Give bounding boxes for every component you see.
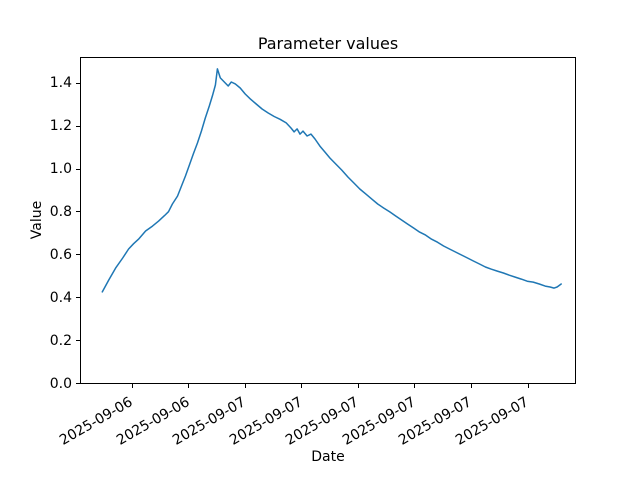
x-axis-label: Date <box>311 449 345 465</box>
chart-title: Parameter values <box>257 34 399 53</box>
y-tick-label: 0.2 <box>49 332 72 349</box>
y-tick <box>76 297 80 299</box>
x-tick <box>527 384 529 388</box>
x-tick <box>188 384 190 388</box>
y-tick-label: 1.4 <box>49 75 72 92</box>
x-tick <box>301 384 303 388</box>
y-tick <box>76 383 80 384</box>
y-tick <box>76 211 80 213</box>
x-tick <box>357 384 359 388</box>
y-tick-label: 0.4 <box>49 289 72 306</box>
plot-area <box>80 57 576 384</box>
y-tick <box>76 168 80 170</box>
y-tick <box>76 254 80 256</box>
x-tick <box>244 384 246 388</box>
y-tick-label: 1.0 <box>49 161 72 177</box>
y-tick-label: 0.8 <box>49 203 72 220</box>
y-tick <box>76 340 80 342</box>
y-tick-label: 0.0 <box>49 375 72 392</box>
y-tick-label: 1.2 <box>49 118 72 135</box>
x-tick <box>131 384 133 388</box>
x-tick <box>470 384 472 388</box>
x-tick <box>414 384 416 388</box>
y-tick <box>76 82 80 84</box>
y-tick-label: 0.6 <box>49 246 72 263</box>
y-tick <box>76 125 80 127</box>
